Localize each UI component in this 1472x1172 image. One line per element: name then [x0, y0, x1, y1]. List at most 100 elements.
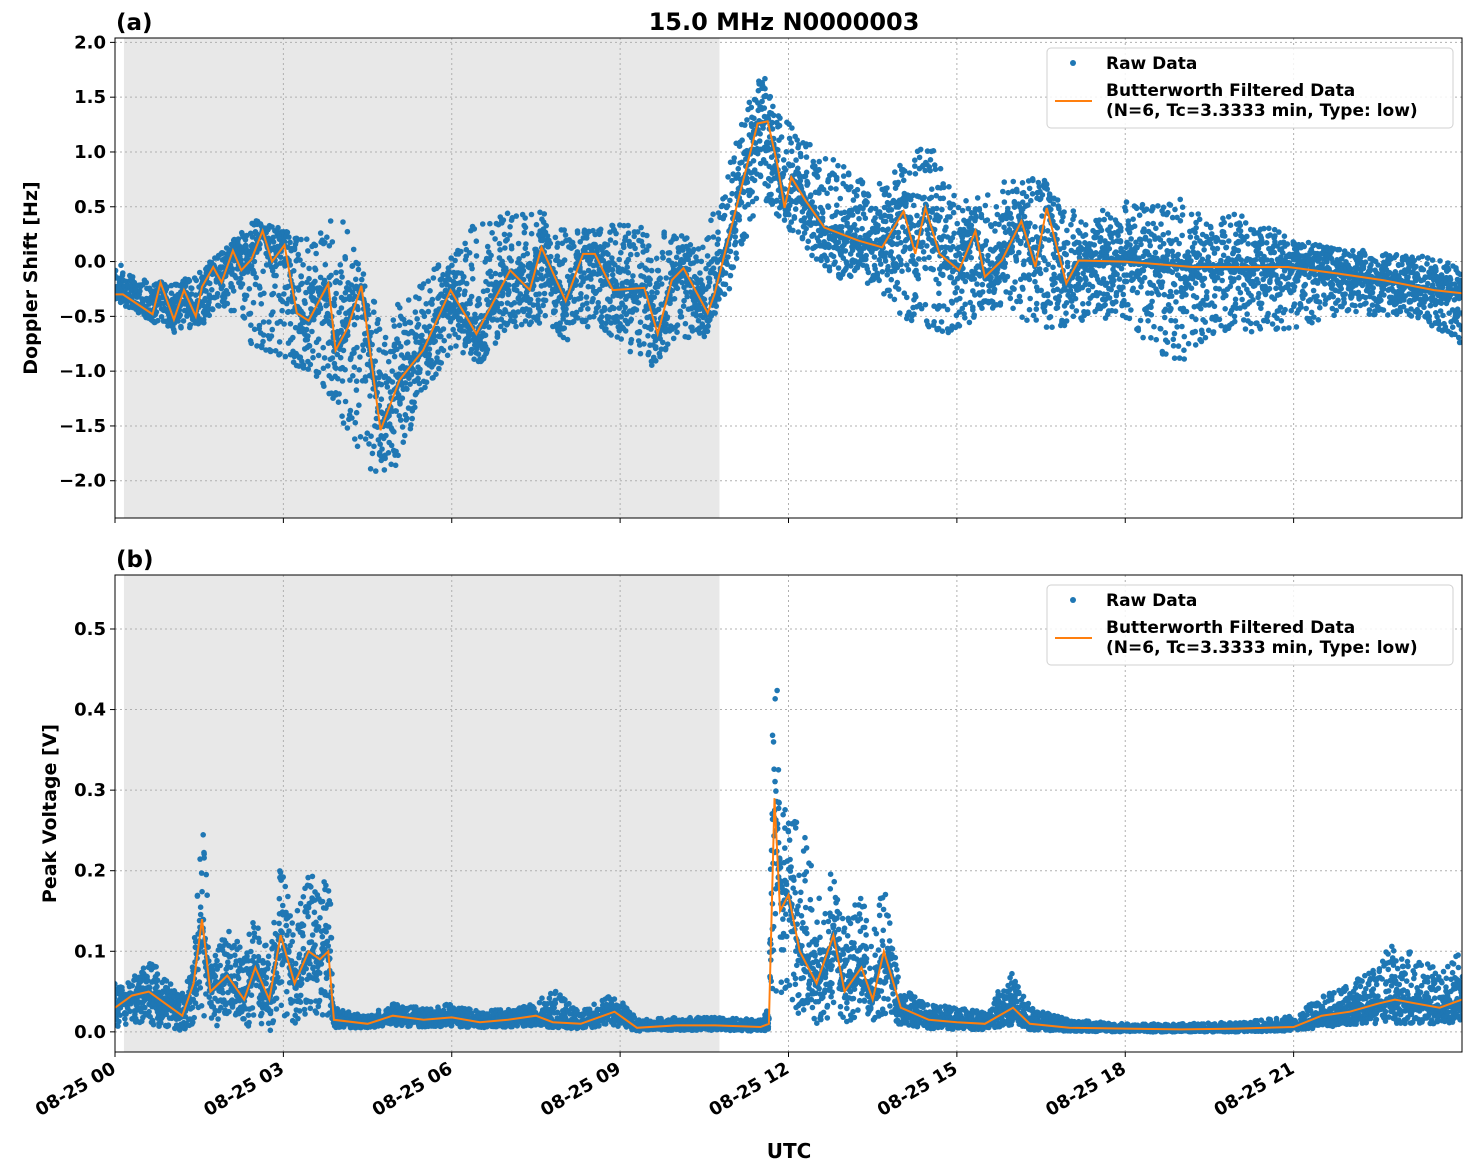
raw-data-point — [913, 261, 919, 268]
raw-data-point — [1032, 224, 1038, 230]
raw-data-point — [375, 316, 381, 323]
raw-data-point — [180, 318, 187, 324]
raw-data-point — [637, 350, 644, 357]
raw-data-point — [295, 251, 302, 258]
raw-data-point — [528, 230, 535, 237]
raw-data-point — [653, 255, 660, 262]
raw-data-point — [254, 343, 260, 349]
raw-data-point — [391, 323, 398, 329]
raw-data-point — [851, 221, 858, 228]
raw-data-point — [349, 263, 356, 269]
raw-data-point — [661, 229, 667, 235]
raw-data-point — [426, 353, 432, 359]
shaded-span — [123, 38, 720, 518]
raw-data-point — [644, 267, 650, 273]
raw-data-point — [1060, 214, 1066, 220]
raw-data-point — [939, 206, 945, 213]
raw-data-point — [939, 272, 946, 279]
raw-data-point — [429, 296, 436, 303]
raw-data-point — [230, 288, 237, 294]
raw-data-point — [237, 258, 244, 265]
raw-data-point — [663, 275, 669, 281]
raw-data-point — [269, 268, 276, 274]
raw-data-point — [1016, 249, 1022, 256]
raw-data-point — [563, 306, 569, 312]
raw-data-point — [435, 349, 441, 355]
raw-data-point — [577, 295, 584, 301]
raw-data-point — [342, 366, 348, 373]
raw-data-point — [249, 234, 256, 240]
raw-data-point — [1044, 228, 1051, 234]
raw-data-point — [672, 261, 679, 268]
raw-data-point — [1052, 280, 1058, 286]
raw-data-point — [603, 326, 609, 332]
raw-data-point — [762, 75, 768, 82]
raw-data-point — [659, 249, 666, 256]
raw-data-point — [819, 209, 826, 216]
raw-data-point — [425, 278, 432, 285]
raw-data-point — [411, 399, 417, 406]
raw-data-point — [662, 345, 669, 352]
raw-data-point — [645, 333, 651, 339]
raw-data-point — [364, 430, 371, 437]
raw-data-point — [282, 353, 289, 360]
raw-data-point — [979, 289, 986, 295]
raw-data-point — [898, 239, 904, 246]
raw-data-point — [536, 320, 543, 326]
raw-data-point — [1083, 277, 1089, 283]
raw-data-point — [724, 261, 730, 268]
raw-data-point — [317, 230, 324, 236]
raw-data-point — [377, 452, 384, 459]
raw-data-point — [590, 313, 597, 320]
raw-data-point — [959, 207, 966, 214]
raw-data-point — [660, 254, 666, 261]
raw-data-point — [350, 246, 357, 253]
raw-data-point — [971, 276, 978, 282]
raw-data-point — [408, 422, 414, 428]
raw-data-point — [1019, 180, 1026, 186]
raw-data-point — [315, 336, 322, 343]
raw-data-point — [272, 283, 278, 290]
raw-data-point — [719, 202, 726, 209]
raw-data-point — [930, 148, 937, 154]
raw-data-point — [399, 395, 406, 402]
raw-data-point — [574, 230, 581, 236]
raw-data-point — [1010, 178, 1017, 185]
raw-data-point — [330, 300, 337, 306]
raw-data-point — [774, 147, 781, 153]
raw-data-point — [320, 365, 327, 372]
raw-data-point — [791, 214, 798, 220]
raw-data-point — [243, 292, 250, 299]
raw-data-point — [361, 283, 368, 290]
raw-data-point — [320, 344, 327, 351]
raw-data-point — [1002, 260, 1009, 267]
raw-data-point — [609, 255, 615, 261]
raw-data-point — [581, 227, 588, 233]
raw-data-point — [338, 305, 345, 311]
raw-data-point — [922, 301, 929, 308]
raw-data-point — [388, 461, 395, 468]
raw-data-point — [567, 293, 574, 300]
raw-data-point — [432, 338, 439, 344]
raw-data-point — [487, 220, 493, 227]
raw-data-point — [440, 326, 447, 332]
raw-data-point — [496, 240, 503, 247]
raw-data-point — [1026, 185, 1033, 192]
raw-data-point — [1085, 300, 1092, 307]
raw-data-point — [814, 174, 821, 180]
raw-data-point — [337, 280, 343, 286]
raw-data-point — [309, 328, 315, 335]
raw-data-point — [641, 341, 647, 347]
raw-data-point — [396, 322, 403, 329]
raw-data-point — [696, 325, 703, 331]
raw-data-point — [462, 257, 469, 263]
raw-data-point — [187, 322, 193, 328]
raw-data-point — [502, 245, 508, 251]
raw-data-point — [484, 243, 491, 250]
raw-data-point — [524, 250, 531, 257]
raw-data-point — [488, 273, 495, 280]
raw-data-point — [837, 195, 844, 202]
raw-data-point — [239, 281, 246, 287]
raw-data-point — [679, 279, 685, 286]
raw-data-point — [657, 353, 663, 360]
